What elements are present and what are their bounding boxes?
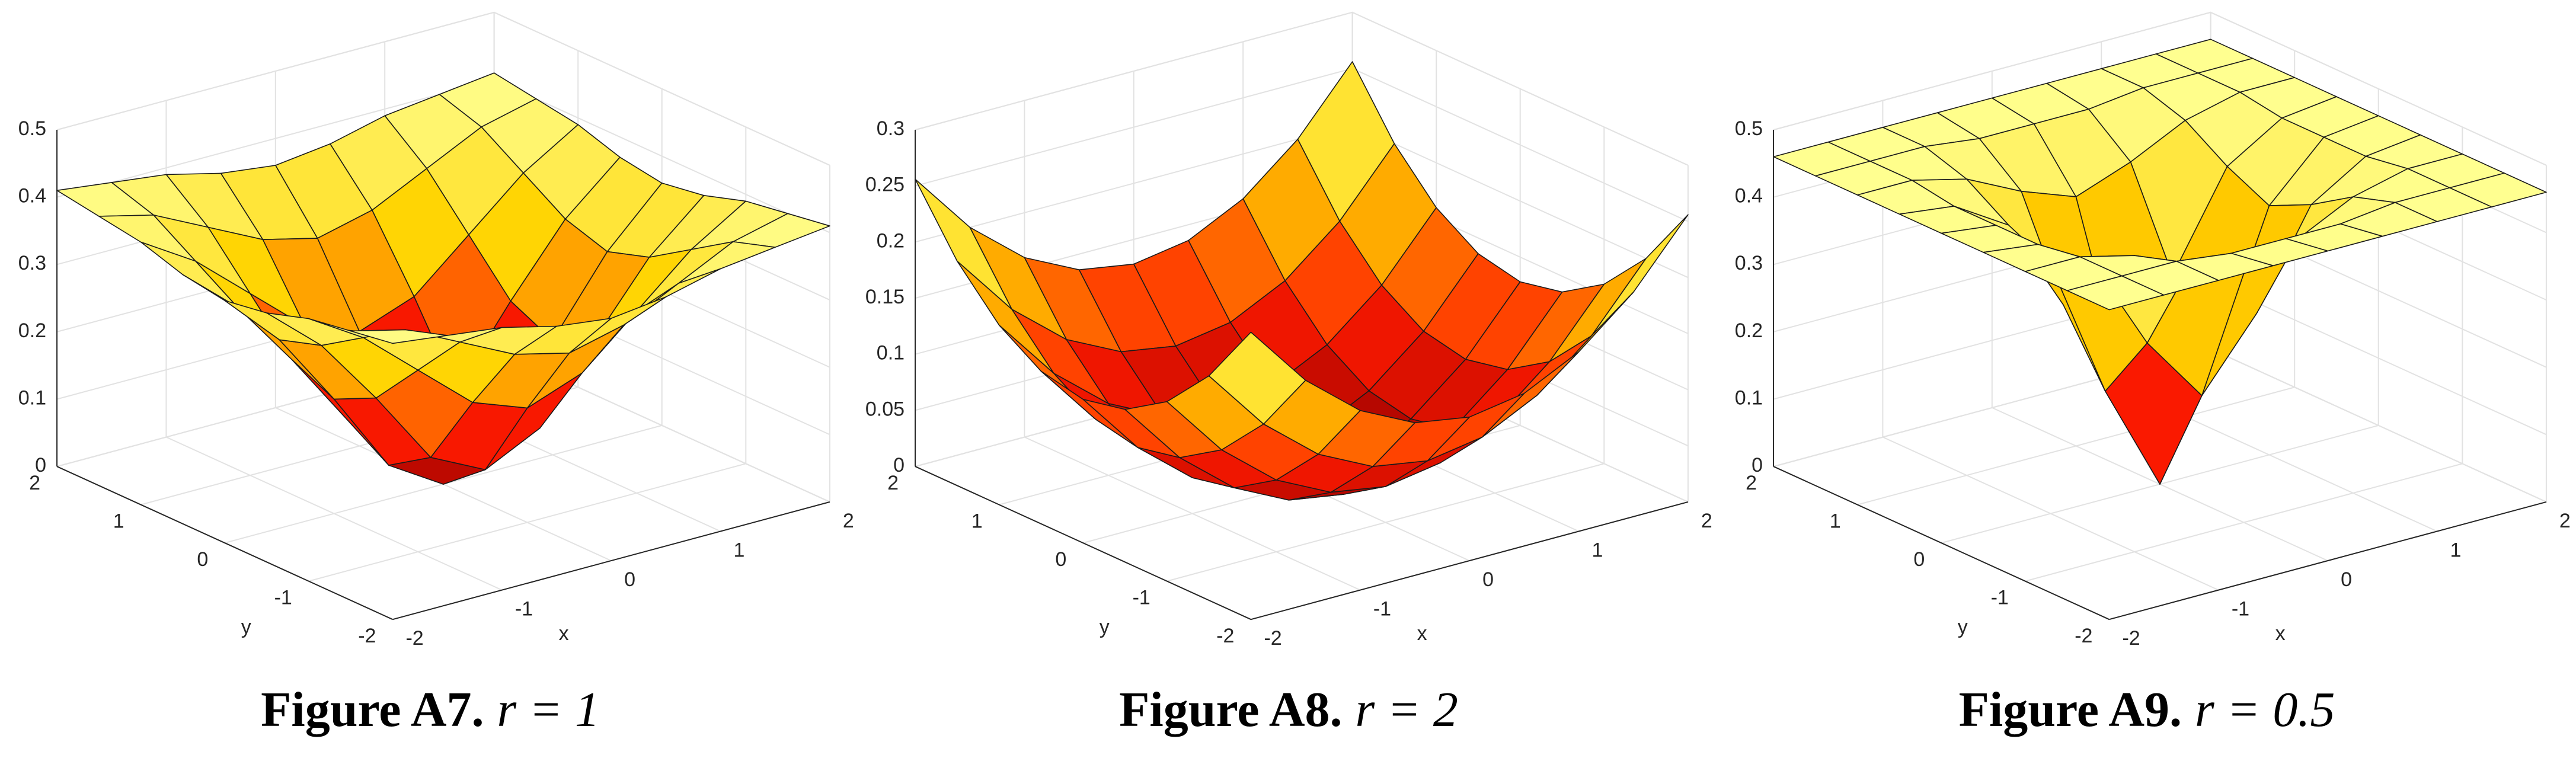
x-tick-label: 2 bbox=[2559, 510, 2571, 532]
x-axis-label: x bbox=[2275, 622, 2286, 645]
y-tick-label: 0 bbox=[1055, 548, 1066, 571]
z-tick-label: 0.1 bbox=[1735, 386, 1763, 409]
x-tick-label: 0 bbox=[2341, 568, 2352, 591]
x-tick-label: 2 bbox=[843, 510, 854, 532]
x-tick-label: 1 bbox=[2450, 539, 2462, 561]
x-tick-label: 2 bbox=[1701, 510, 1712, 532]
x-tick-label: 1 bbox=[1592, 539, 1603, 561]
surface-patch bbox=[1591, 214, 1689, 337]
caption-label: Figure A7. bbox=[261, 682, 484, 737]
z-tick-label: 0 bbox=[893, 454, 905, 476]
y-axis-label: y bbox=[241, 616, 251, 638]
x-tick-label: -1 bbox=[515, 598, 533, 621]
caption-label: Figure A8. bbox=[1119, 682, 1342, 737]
z-tick-label: 0.3 bbox=[1735, 252, 1763, 274]
axis-line bbox=[915, 466, 1251, 621]
x-axis-label: x bbox=[559, 622, 569, 645]
caption: Figure A8. r = 2 bbox=[1119, 682, 1458, 737]
x-tick-label: -2 bbox=[1264, 627, 1281, 650]
x-tick-label: -2 bbox=[2122, 627, 2140, 650]
y-tick-label: 2 bbox=[887, 472, 899, 494]
axis-line bbox=[1773, 466, 2110, 621]
panel: -2-1012-2-101200.050.10.150.20.250.3xyFi… bbox=[865, 11, 1712, 737]
caption: Figure A9. r = 0.5 bbox=[1959, 682, 2335, 737]
y-tick-label: 1 bbox=[1830, 510, 1841, 533]
surface-patch bbox=[2066, 275, 2165, 311]
z-tick-label: 0.2 bbox=[877, 229, 905, 252]
y-tick-label: -1 bbox=[1991, 587, 2009, 609]
x-axis-label: x bbox=[1417, 622, 1427, 645]
z-tick-label: 0.05 bbox=[865, 398, 905, 420]
surface-patch bbox=[350, 329, 448, 344]
grid-line bbox=[1773, 11, 2547, 166]
axis-line bbox=[392, 501, 830, 621]
z-tick-label: 0.15 bbox=[865, 286, 905, 308]
y-tick-label: 2 bbox=[1746, 472, 1757, 494]
y-tick-label: 0 bbox=[1913, 548, 1925, 571]
y-axis-label: y bbox=[1100, 616, 1110, 638]
y-tick-label: -2 bbox=[1216, 625, 1234, 647]
surface-patch bbox=[1208, 331, 1306, 425]
z-tick-label: 0 bbox=[35, 454, 46, 476]
z-tick-label: 0.25 bbox=[865, 174, 905, 196]
x-tick-label: -2 bbox=[405, 627, 423, 650]
z-tick-label: 0.2 bbox=[1735, 319, 1763, 342]
z-tick-label: 0.1 bbox=[18, 386, 46, 409]
z-tick-label: 0 bbox=[1752, 454, 1763, 476]
y-tick-label: 1 bbox=[113, 510, 124, 533]
z-tick-label: 0.2 bbox=[18, 319, 46, 342]
y-tick-label: -1 bbox=[1133, 587, 1150, 609]
z-tick-label: 0.3 bbox=[877, 117, 905, 140]
z-tick-label: 0.4 bbox=[1735, 185, 1763, 207]
axis-line bbox=[1251, 501, 1689, 621]
x-tick-label: 1 bbox=[734, 539, 745, 561]
grid-line bbox=[56, 11, 830, 166]
caption-math: r = 2 bbox=[1356, 682, 1458, 737]
caption: Figure A7. r = 1 bbox=[261, 682, 600, 737]
y-tick-label: -2 bbox=[358, 625, 376, 647]
y-tick-label: -2 bbox=[2075, 625, 2092, 647]
x-tick-label: 0 bbox=[1482, 568, 1494, 591]
y-tick-label: 1 bbox=[971, 510, 983, 533]
z-tick-label: 0.5 bbox=[18, 117, 46, 140]
z-tick-label: 0.5 bbox=[1735, 117, 1763, 140]
axis-line bbox=[2109, 501, 2547, 621]
y-axis-label: y bbox=[1958, 616, 1968, 638]
caption-math: r = 0.5 bbox=[2195, 682, 2335, 737]
x-tick-label: 0 bbox=[624, 568, 635, 591]
z-tick-label: 0.4 bbox=[18, 185, 46, 207]
z-tick-label: 0.3 bbox=[18, 252, 46, 274]
z-tick-label: 0.1 bbox=[877, 342, 905, 364]
y-tick-label: -1 bbox=[274, 587, 292, 609]
axis-line bbox=[56, 466, 393, 621]
x-tick-label: -1 bbox=[2232, 598, 2249, 621]
caption-math: r = 1 bbox=[497, 682, 600, 737]
x-tick-label: -1 bbox=[1373, 598, 1391, 621]
grid-line bbox=[915, 11, 1689, 166]
caption-label: Figure A9. bbox=[1959, 682, 2182, 737]
y-tick-label: 0 bbox=[197, 548, 208, 571]
y-tick-label: 2 bbox=[29, 472, 40, 494]
